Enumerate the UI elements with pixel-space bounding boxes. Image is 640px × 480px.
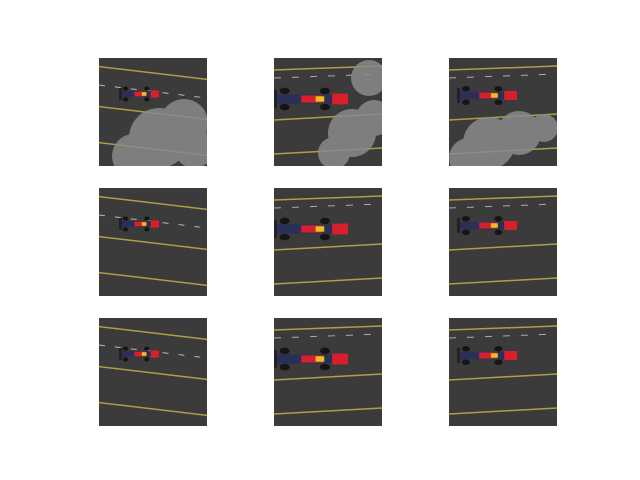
race-car xyxy=(457,216,517,235)
photo-r3c3 xyxy=(449,318,557,426)
race-car xyxy=(457,86,517,105)
race-car xyxy=(274,347,348,371)
race-car xyxy=(119,216,159,232)
tile-r1c3 xyxy=(449,58,557,166)
lane-markings xyxy=(274,195,382,285)
race-car xyxy=(274,217,348,241)
race-car xyxy=(274,87,348,111)
photo-r1c1 xyxy=(99,58,207,166)
tire-smoke xyxy=(112,99,207,166)
tire-smoke xyxy=(318,60,382,166)
tile-r2c1 xyxy=(99,188,207,296)
race-car xyxy=(119,86,159,102)
photo-r3c2 xyxy=(274,318,382,426)
asphalt xyxy=(99,188,207,296)
photo-r2c2 xyxy=(274,188,382,296)
lane-markings xyxy=(449,195,557,285)
tile-r3c1 xyxy=(99,318,207,426)
tile-r3c2 xyxy=(274,318,382,426)
lane-markings xyxy=(449,325,557,415)
asphalt xyxy=(99,318,207,426)
tile-r3c3 xyxy=(449,318,557,426)
race-car xyxy=(119,346,159,362)
photo-r2c3 xyxy=(449,188,557,296)
tile-r1c1 xyxy=(99,58,207,166)
photo-r2c1 xyxy=(99,188,207,296)
race-car xyxy=(457,346,517,365)
lane-markings xyxy=(99,325,207,417)
tile-r1c2 xyxy=(274,58,382,166)
tile-r2c2 xyxy=(274,188,382,296)
photo-r1c3 xyxy=(449,58,557,166)
lane-markings xyxy=(274,325,382,415)
tire-smoke xyxy=(449,111,557,166)
tile-r2c3 xyxy=(449,188,557,296)
photo-r3c1 xyxy=(99,318,207,426)
photo-r1c2 xyxy=(274,58,382,166)
lane-markings xyxy=(99,195,207,287)
